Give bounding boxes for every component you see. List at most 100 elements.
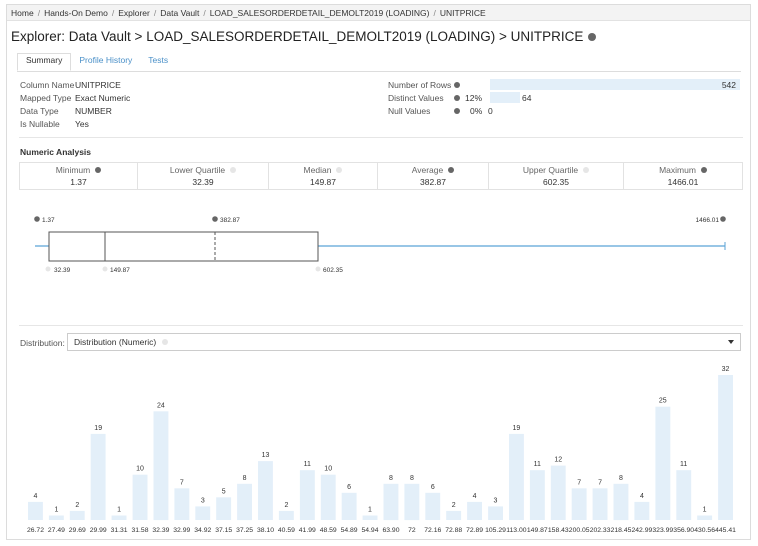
- lower-quartile-info-icon[interactable]: [230, 167, 237, 173]
- histogram-bar[interactable]: [153, 411, 169, 521]
- histogram-bar[interactable]: [676, 470, 692, 520]
- bar-value-label: 8: [619, 475, 623, 482]
- bar-value-label: 11: [534, 461, 541, 468]
- median-info-icon[interactable]: [336, 167, 343, 173]
- stat-lower-quartile-label: Lower Quartile: [169, 165, 226, 175]
- histogram-bar[interactable]: [446, 510, 462, 520]
- category-tick-label: 63.90: [382, 527, 399, 534]
- bar-value-label: 4: [473, 493, 477, 500]
- data-type-value: NUMBER: [75, 106, 112, 116]
- tab-profile-history[interactable]: Profile History: [79, 55, 133, 65]
- histogram-bar[interactable]: [697, 515, 713, 521]
- bar-value-label: 4: [640, 493, 644, 500]
- histogram-bar[interactable]: [132, 474, 148, 520]
- median-marker: [102, 266, 108, 272]
- breadcrumb-explorer[interactable]: Explorer: [118, 7, 150, 18]
- q3-marker: [315, 266, 321, 272]
- histogram-bar[interactable]: [195, 506, 211, 520]
- maximum-info-icon[interactable]: [700, 167, 707, 173]
- histogram-bar[interactable]: [28, 501, 43, 520]
- distinct-values-percent: 12%: [465, 93, 483, 103]
- bar-value-label: 4: [34, 493, 38, 500]
- histogram-bar[interactable]: [258, 461, 273, 520]
- category-tick-label: 29.99: [90, 527, 107, 534]
- breadcrumb-hands-on-demo[interactable]: Hands-On Demo: [44, 7, 108, 18]
- breadcrumb-data-vault[interactable]: Data Vault: [160, 7, 200, 18]
- histogram-bar[interactable]: [341, 492, 357, 520]
- distribution-info-icon[interactable]: [162, 339, 169, 345]
- bar-value-label: 2: [284, 502, 288, 509]
- histogram-bar[interactable]: [320, 474, 336, 520]
- histogram-bar[interactable]: [90, 433, 106, 520]
- category-tick-label: 31.58: [131, 527, 148, 534]
- minimum-info-icon[interactable]: [95, 167, 102, 173]
- histogram-bar[interactable]: [237, 483, 252, 521]
- bar-value-label: 24: [157, 402, 165, 409]
- histogram-bar[interactable]: [467, 501, 482, 520]
- mean-marker: [212, 216, 218, 222]
- chevron-down-icon[interactable]: [728, 340, 734, 344]
- histogram-bar[interactable]: [111, 515, 127, 521]
- is-nullable-label: Is Nullable: [20, 119, 60, 129]
- tab-tests[interactable]: Tests: [148, 55, 169, 65]
- histogram-bar[interactable]: [718, 375, 733, 520]
- histogram-bar[interactable]: [278, 510, 294, 520]
- histogram-bar[interactable]: [529, 470, 545, 520]
- category-tick-label: 113.00: [506, 527, 527, 534]
- category-tick-label: 323.99: [652, 527, 673, 534]
- histogram-bar[interactable]: [592, 488, 608, 520]
- numeric-analysis-title: Numeric Analysis: [20, 147, 92, 157]
- bar-value-label: 11: [680, 461, 687, 468]
- histogram-bar[interactable]: [488, 506, 503, 520]
- breadcrumb-table[interactable]: LOAD_SALESORDERDETAIL_DEMOLT2019 (LOADIN…: [209, 7, 430, 18]
- histogram-bar[interactable]: [404, 483, 420, 521]
- category-tick-label: 32.39: [152, 527, 169, 534]
- histogram-bar[interactable]: [299, 470, 315, 520]
- histogram-bar[interactable]: [509, 433, 524, 520]
- category-tick-label: 38.10: [257, 527, 274, 534]
- bar-value-label: 6: [347, 484, 351, 491]
- category-tick-label: 37.15: [215, 527, 232, 534]
- category-tick-label: 430.56: [694, 527, 715, 534]
- divider: [19, 137, 743, 138]
- q3-label: 602.35: [323, 267, 343, 274]
- histogram-bar[interactable]: [550, 465, 566, 520]
- distinct-values-bar: [490, 92, 520, 103]
- tab-summary[interactable]: Summary: [17, 53, 72, 71]
- bar-value-label: 12: [554, 457, 562, 464]
- breadcrumb-home[interactable]: Home: [11, 7, 34, 18]
- stat-minimum-value: 1.37: [70, 177, 87, 187]
- breadcrumb-separator: /: [111, 7, 115, 18]
- category-tick-label: 40.59: [278, 527, 295, 534]
- bar-value-label: 1: [703, 507, 707, 514]
- stat-median-label: Median: [303, 165, 332, 175]
- distribution-select[interactable]: Distribution (Numeric): [67, 333, 741, 351]
- stat-upper-quartile: Upper Quartile 602.35: [489, 163, 624, 189]
- histogram-bar[interactable]: [655, 406, 671, 520]
- histogram-bar[interactable]: [571, 488, 587, 520]
- histogram-bar[interactable]: [634, 501, 650, 520]
- info-dot-icon[interactable]: [588, 32, 597, 41]
- breadcrumb-separator: /: [37, 7, 41, 18]
- quartile-box: [48, 231, 319, 262]
- number-of-rows-info-icon[interactable]: [454, 82, 460, 88]
- upper-quartile-info-icon[interactable]: [583, 167, 590, 173]
- histogram-bar[interactable]: [362, 515, 378, 521]
- null-values-info-icon[interactable]: [454, 108, 460, 114]
- bar-value-label: 11: [304, 461, 311, 468]
- max-label: 1466.01: [696, 217, 720, 224]
- q1-label: 32.39: [54, 267, 71, 274]
- average-info-icon[interactable]: [448, 167, 455, 173]
- min-label: 1.37: [42, 217, 55, 224]
- histogram-bar[interactable]: [48, 515, 64, 521]
- histogram-bar[interactable]: [174, 488, 190, 520]
- histogram-bar[interactable]: [613, 483, 629, 521]
- distinct-values-info-icon[interactable]: [454, 95, 460, 101]
- category-tick-label: 34.92: [194, 527, 211, 534]
- histogram-bar[interactable]: [216, 497, 232, 520]
- histogram-bar[interactable]: [425, 492, 441, 520]
- histogram-bar[interactable]: [69, 510, 85, 520]
- bar-value-label: 3: [201, 497, 205, 504]
- stat-upper-quartile-value: 602.35: [543, 177, 569, 187]
- histogram-bar[interactable]: [383, 483, 399, 521]
